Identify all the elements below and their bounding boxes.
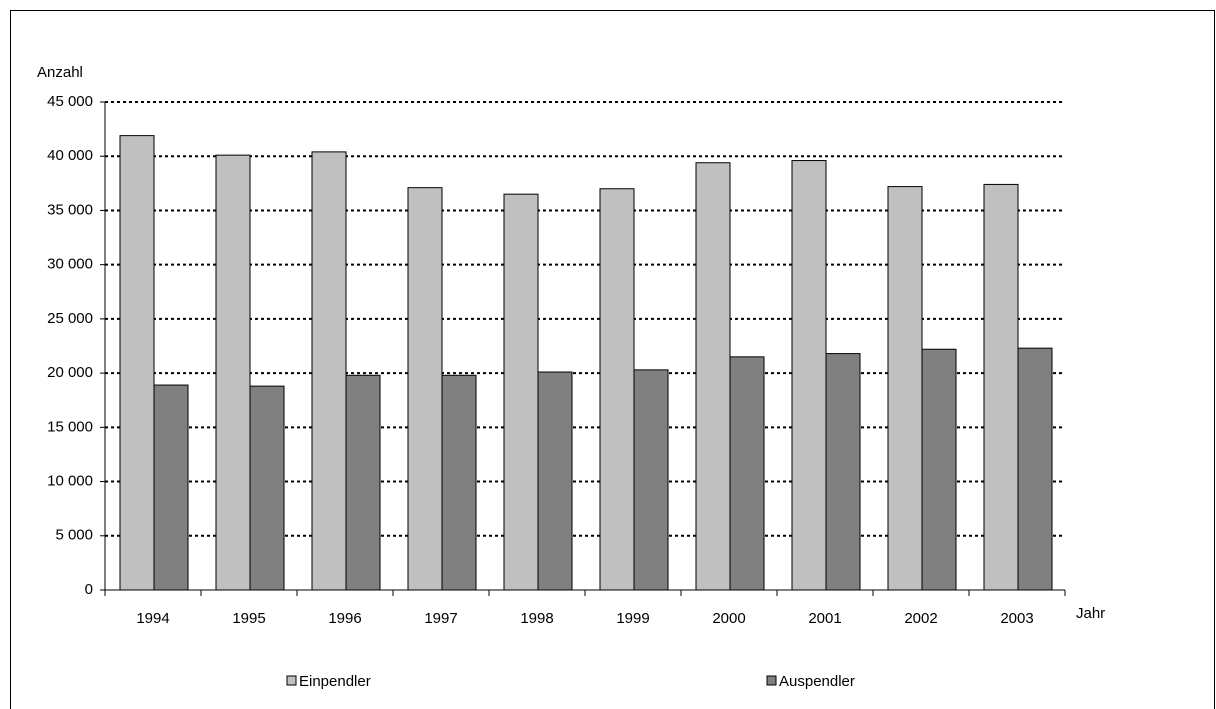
bar	[887, 186, 923, 591]
y-tick-label: 5 000	[55, 527, 93, 544]
bar	[695, 162, 731, 591]
x-tick-label: 1999	[616, 610, 649, 627]
y-tick-label: 45 000	[47, 93, 93, 110]
bar	[215, 154, 251, 591]
bar	[825, 353, 861, 591]
bar	[407, 187, 443, 591]
y-tick-label: 20 000	[47, 364, 93, 381]
x-tick-label: 2001	[808, 610, 841, 627]
legend-swatch	[766, 675, 777, 686]
bar	[503, 193, 539, 591]
y-tick-label: 0	[85, 581, 93, 598]
y-tick-label: 25 000	[47, 310, 93, 327]
x-tick-label: 2002	[904, 610, 937, 627]
bar	[119, 135, 155, 591]
y-tick-label: 35 000	[47, 201, 93, 218]
y-tick-label: 30 000	[47, 256, 93, 273]
x-tick-label: 1998	[520, 610, 553, 627]
bar	[633, 369, 669, 591]
bar	[153, 384, 189, 591]
bar	[345, 374, 381, 591]
x-tick-label: 2000	[712, 610, 745, 627]
x-tick-label: 1997	[424, 610, 457, 627]
legend-swatch	[286, 675, 297, 686]
bar	[1017, 347, 1053, 591]
bar	[729, 356, 765, 591]
bar	[921, 348, 957, 591]
bar	[599, 188, 635, 591]
bar	[311, 151, 347, 591]
y-tick-label: 15 000	[47, 418, 93, 435]
y-tick-label: 10 000	[47, 473, 93, 490]
x-tick-label: 1995	[232, 610, 265, 627]
bar	[249, 385, 285, 591]
y-tick-label: 40 000	[47, 147, 93, 164]
chart-frame	[10, 10, 1215, 709]
legend-label: Einpendler	[299, 673, 371, 690]
bar	[537, 371, 573, 591]
x-tick-label: 1996	[328, 610, 361, 627]
y-axis-label: Anzahl	[37, 64, 83, 81]
legend-label: Auspendler	[779, 673, 855, 690]
bar	[441, 374, 477, 591]
bar	[983, 183, 1019, 591]
x-tick-label: 2003	[1000, 610, 1033, 627]
bar	[791, 160, 827, 591]
x-tick-label: 1994	[136, 610, 169, 627]
x-axis-label: Jahr	[1076, 605, 1105, 622]
